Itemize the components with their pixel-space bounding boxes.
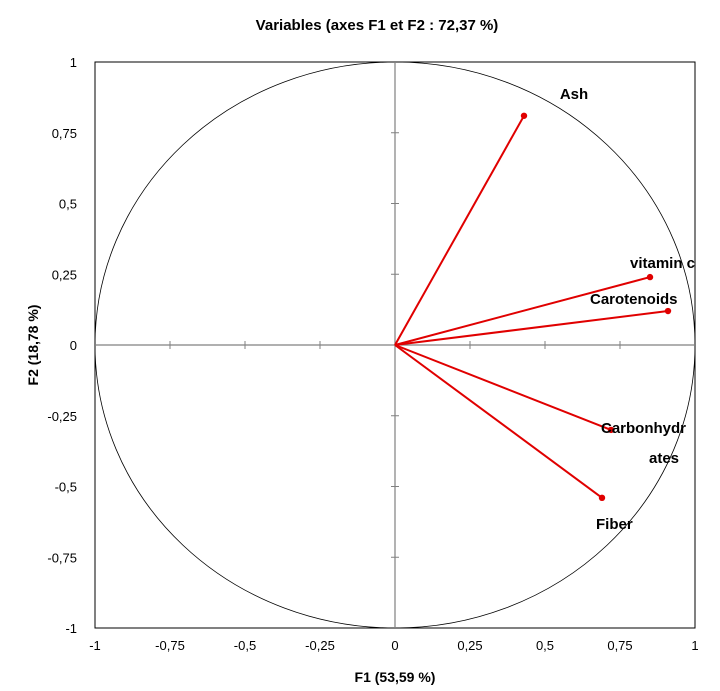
y-tick-label: 0,5 <box>59 197 77 212</box>
x-tick-label: -0,75 <box>155 638 185 653</box>
vector-point <box>664 307 672 315</box>
x-tick-label: -0,5 <box>234 638 256 653</box>
y-tick-label: 1 <box>70 55 77 70</box>
x-tick-label: 0,75 <box>607 638 632 653</box>
x-tick-label: -0,25 <box>305 638 335 653</box>
y-tick-label: -0,75 <box>47 550 77 565</box>
variable-label: Carbonhydr <box>601 420 686 437</box>
vector-point <box>520 112 528 119</box>
vector-line <box>394 344 612 431</box>
chart-title: Variables (axes F1 et F2 : 72,37 %) <box>256 17 499 34</box>
y-tick-label: -0,5 <box>55 480 77 495</box>
variable-label: Ash <box>560 86 588 103</box>
vector-line <box>394 276 651 346</box>
vector-point <box>607 426 615 434</box>
x-axis-title: F1 (53,59 %) <box>355 669 436 685</box>
vector-line <box>394 310 669 346</box>
x-tick-label: 1 <box>691 638 698 653</box>
y-tick-label: -0,25 <box>47 409 77 424</box>
y-axis-title: F2 (18,78 %) <box>25 305 41 386</box>
x-tick-label: 0,5 <box>536 638 554 653</box>
y-tick-label: 0,25 <box>52 267 77 282</box>
plot-area: -1 -0,75 -0,5 -0,25 0 0,25 0,5 0,75 1 -1 -0,75 -0,5… <box>47 55 698 653</box>
variable-label: vitamin c <box>630 255 695 272</box>
variable-label: Fiber <box>596 516 633 533</box>
y-tick-label: 0 <box>70 338 77 353</box>
y-tick-label: -1 <box>65 621 77 636</box>
x-tick-label: 0 <box>391 638 398 653</box>
vector-line <box>394 344 603 499</box>
x-tick-label: 0,25 <box>457 638 482 653</box>
variable-label: ates <box>649 450 679 467</box>
vector-point <box>646 273 654 281</box>
y-tick-label: 0,75 <box>52 126 77 141</box>
x-tick-label: -1 <box>89 638 101 653</box>
variable-label: Carotenoids <box>590 291 678 308</box>
vector-line <box>394 115 525 346</box>
vector-point <box>598 494 606 502</box>
